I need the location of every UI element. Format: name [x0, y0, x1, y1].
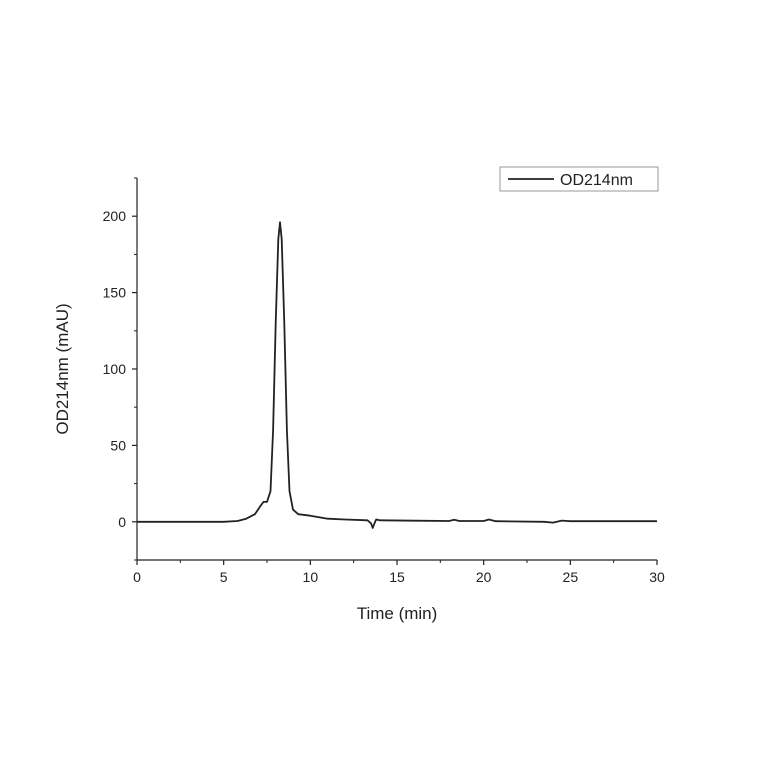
y-tick-label: 0: [118, 514, 126, 530]
x-tick-label: 5: [220, 569, 228, 585]
y-tick-label: 200: [103, 208, 127, 224]
y-tick-label: 100: [103, 361, 127, 377]
axes: 0 5 10 15 20 25 30 0 50 100 150 200: [103, 177, 665, 585]
series-line-od214nm: [137, 221, 657, 529]
legend-label: OD214nm: [560, 172, 633, 189]
x-tick-label: 10: [303, 569, 319, 585]
y-axis-label: OD214nm (mAU): [53, 303, 72, 434]
x-tick-label: 20: [476, 569, 492, 585]
legend: OD214nm: [499, 166, 659, 192]
x-tick-label: 25: [563, 569, 579, 585]
x-tick-label: 15: [389, 569, 405, 585]
x-axis-label: Time (min): [357, 604, 438, 623]
x-tick-label: 0: [133, 569, 141, 585]
x-tick-label: 30: [649, 569, 665, 585]
y-tick-label: 150: [103, 285, 127, 301]
y-tick-label: 50: [110, 437, 126, 453]
